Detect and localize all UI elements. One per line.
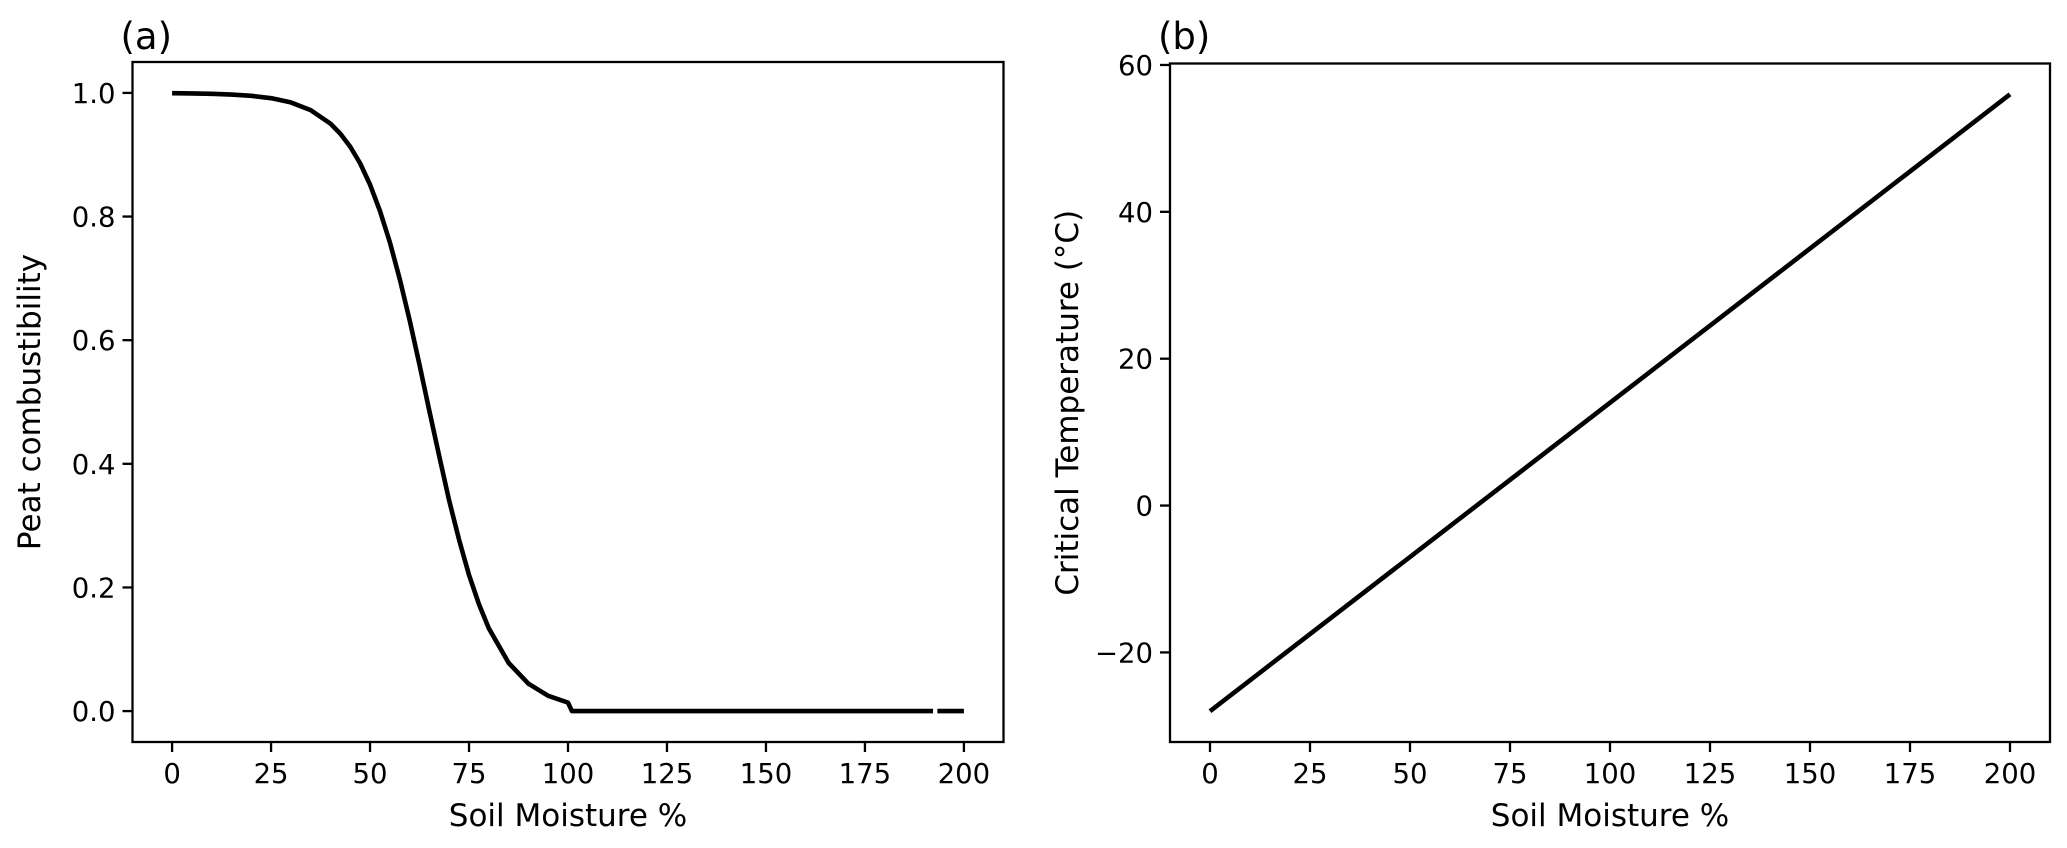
panel-a-x-tick-label: 100 [542,758,595,790]
panel-a-x-tick-label: 200 [938,758,991,790]
panel-a-x-tick-label: 25 [254,758,289,790]
panel-a-x-tick-label: 50 [353,758,388,790]
panel-a-series-line [172,90,964,714]
panel-a-x-tick-label: 150 [740,758,793,790]
panel-a-y-tick-label: 0.8 [72,202,116,234]
panel-b-x-tick-label: 50 [1393,758,1428,790]
panel-a-spines [131,60,1005,744]
panel-a-y-tick-label: 0.0 [72,696,116,728]
panel-b-y-tick-label: 60 [1118,50,1153,82]
panel-b-x-tick-label: 200 [1984,758,2037,790]
panel-a-title: (a) [121,15,173,58]
panel-b-ylabel: Critical Temperature (°C) [1050,210,1086,596]
panel-b-y-tick-label: 20 [1118,344,1153,376]
panel-a-y-tick-label: 1.0 [72,78,116,110]
panel-b-xlabel: Soil Moisture % [1491,798,1729,834]
panel-b-x-tick-label: 25 [1293,758,1328,790]
panel-b-y-tick-label: 0 [1136,491,1154,523]
panel-b-y-tick-label: 40 [1118,197,1153,229]
panel-a-x-tick-label: 125 [641,758,694,790]
panel-b-x-tick-label: 125 [1684,758,1737,790]
panel-a-xlabel: Soil Moisture % [449,798,687,834]
panel-a-x-tick-label: 175 [839,758,892,790]
panel-a: 0 25 50 75 100 125 150 175 200 0.0 0.2 0.4 0.6 0.8 1.0… [12,15,1005,834]
panel-a-x-tick-label: 0 [163,758,181,790]
panel-a-y-tick-label: 0.4 [72,449,116,481]
panel-a-ylabel: Peat combustibility [12,254,48,550]
panel-b-x-tick-label: 0 [1201,758,1219,790]
panel-b-y-tick-label: −20 [1095,637,1153,669]
panel-b-x-tick-label: 175 [1884,758,1937,790]
panel-a-y-tick-label: 0.6 [72,325,116,357]
panel-b: 0 25 50 75 100 125 150 175 200 −20 0 20 40 60(b) Soil … [1050,15,2052,834]
panel-a-y-tick-label: 0.2 [72,572,116,604]
panel-b-title: (b) [1158,15,1210,58]
panel-b-x-tick-label: 75 [1493,758,1528,790]
panel-b-x-tick-label: 100 [1584,758,1637,790]
panel-b-x-tick-label: 150 [1784,758,1837,790]
panel-b-series-line [1208,92,2012,713]
panel-a-x-tick-label: 75 [452,758,487,790]
